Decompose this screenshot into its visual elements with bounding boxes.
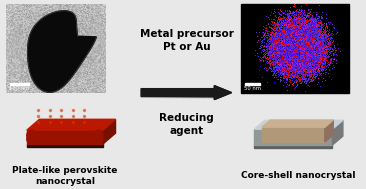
- Polygon shape: [207, 89, 210, 97]
- Polygon shape: [168, 89, 172, 97]
- Text: Metal precursor
Pt or Au: Metal precursor Pt or Au: [140, 29, 234, 52]
- Polygon shape: [325, 120, 333, 142]
- Polygon shape: [141, 86, 232, 100]
- Polygon shape: [145, 89, 149, 97]
- Polygon shape: [27, 119, 116, 130]
- Text: 100 nm: 100 nm: [9, 86, 29, 91]
- Polygon shape: [164, 89, 168, 97]
- Polygon shape: [214, 89, 218, 97]
- Circle shape: [27, 130, 36, 140]
- Polygon shape: [172, 89, 176, 97]
- Bar: [245, 83, 260, 85]
- Polygon shape: [214, 86, 232, 100]
- Polygon shape: [176, 89, 179, 97]
- Polygon shape: [180, 89, 183, 97]
- Polygon shape: [203, 89, 206, 97]
- Polygon shape: [199, 89, 203, 97]
- Polygon shape: [187, 89, 191, 97]
- Polygon shape: [153, 89, 156, 97]
- Polygon shape: [262, 127, 325, 142]
- Polygon shape: [254, 145, 332, 148]
- Polygon shape: [27, 144, 103, 147]
- Polygon shape: [195, 89, 199, 97]
- Polygon shape: [157, 89, 160, 97]
- Bar: [10, 83, 29, 85]
- Text: 50 nm: 50 nm: [244, 86, 261, 91]
- Polygon shape: [27, 130, 103, 144]
- Text: Reducing
agent: Reducing agent: [159, 113, 214, 136]
- Text: Plate-like perovskite
nanocrystal: Plate-like perovskite nanocrystal: [12, 166, 117, 186]
- Polygon shape: [262, 120, 333, 127]
- Polygon shape: [27, 11, 96, 92]
- Polygon shape: [254, 129, 332, 145]
- Circle shape: [27, 134, 36, 144]
- Circle shape: [93, 134, 103, 144]
- Polygon shape: [103, 119, 116, 144]
- Polygon shape: [191, 89, 195, 97]
- Polygon shape: [149, 89, 152, 97]
- Polygon shape: [254, 120, 343, 129]
- Polygon shape: [160, 89, 164, 97]
- Polygon shape: [332, 120, 343, 145]
- Polygon shape: [141, 89, 145, 97]
- Polygon shape: [183, 89, 187, 97]
- Circle shape: [93, 130, 103, 140]
- Text: Core-shell nanocrystal: Core-shell nanocrystal: [241, 171, 355, 180]
- Polygon shape: [210, 89, 214, 97]
- Bar: [241, 4, 348, 93]
